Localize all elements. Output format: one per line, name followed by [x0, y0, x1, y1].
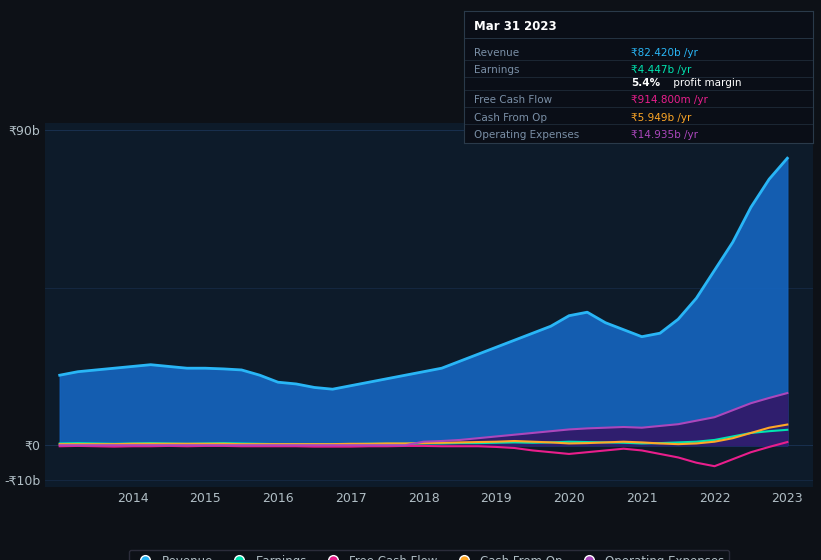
Text: profit margin: profit margin [671, 78, 742, 88]
Text: Operating Expenses: Operating Expenses [475, 130, 580, 139]
Text: ₹5.949b /yr: ₹5.949b /yr [631, 113, 692, 123]
Legend: Revenue, Earnings, Free Cash Flow, Cash From Op, Operating Expenses: Revenue, Earnings, Free Cash Flow, Cash … [129, 550, 729, 560]
Text: Earnings: Earnings [475, 65, 520, 75]
Text: 5.4%: 5.4% [631, 78, 660, 88]
Text: ₹82.420b /yr: ₹82.420b /yr [631, 48, 698, 58]
Text: Cash From Op: Cash From Op [475, 113, 548, 123]
Text: ₹4.447b /yr: ₹4.447b /yr [631, 65, 692, 75]
Text: Free Cash Flow: Free Cash Flow [475, 95, 553, 105]
Text: ₹14.935b /yr: ₹14.935b /yr [631, 130, 699, 139]
Text: ₹914.800m /yr: ₹914.800m /yr [631, 95, 709, 105]
Text: Mar 31 2023: Mar 31 2023 [475, 20, 557, 34]
Text: Revenue: Revenue [475, 48, 520, 58]
